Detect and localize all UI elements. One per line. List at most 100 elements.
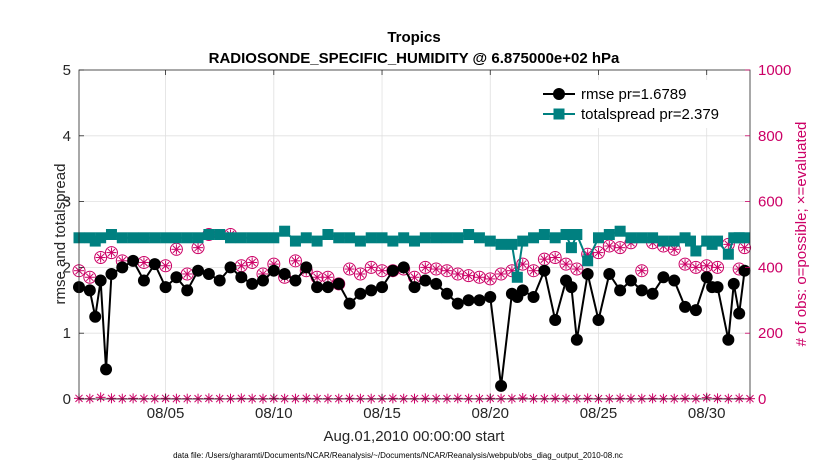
- obs-evaluated-marker: [409, 272, 420, 283]
- rmse-point: [549, 314, 562, 327]
- obs-possible-marker: [288, 254, 302, 268]
- asterisk-stroke: [681, 260, 689, 268]
- totalspread-point: [235, 232, 247, 244]
- asterisk-stroke: [583, 394, 592, 403]
- totalspread-point: [311, 235, 323, 247]
- obs-evaluated-marker: [680, 393, 691, 404]
- totalspread-point: [473, 232, 485, 244]
- totalspread-point: [668, 235, 680, 247]
- asterisk-stroke: [378, 266, 386, 275]
- y-tick-label: 5: [63, 62, 71, 79]
- rmse-point: [127, 254, 140, 267]
- rmse-point: [192, 264, 205, 277]
- rmse-point: [408, 281, 421, 294]
- obs-evaluated-marker: [496, 268, 507, 279]
- totalspread-point: [571, 229, 583, 240]
- y-tick-label: 1: [63, 325, 71, 342]
- totalspread-point: [657, 235, 669, 247]
- rmse-layer: [73, 254, 751, 392]
- asterisk-stroke: [410, 273, 419, 282]
- asterisk-stroke: [421, 394, 430, 403]
- asterisk-stroke: [691, 263, 700, 272]
- x-axis-label: Aug.01,2010 00:00:00 start: [324, 428, 506, 445]
- rmse-point: [300, 261, 313, 274]
- totalspread-point: [365, 232, 377, 244]
- asterisk-stroke: [681, 394, 689, 403]
- rmse-point: [256, 274, 269, 287]
- obs-possible-marker: [613, 241, 627, 255]
- y-right-tick-label: 1000: [758, 62, 791, 79]
- obs-evaluated-marker: [95, 252, 106, 263]
- asterisk-stroke: [648, 394, 657, 403]
- totalspread-point: [739, 232, 751, 244]
- x-tick-label: 08/15: [363, 405, 401, 422]
- obs-evaluated-marker: [463, 270, 474, 281]
- asterisk-stroke: [475, 273, 484, 282]
- legend-totalspread-marker: [553, 108, 565, 120]
- totalspread-point: [160, 232, 172, 244]
- rmse-point: [148, 258, 161, 271]
- asterisk-stroke: [129, 394, 138, 403]
- obs-evaluated-marker: [485, 273, 496, 284]
- totalspread-point: [398, 232, 410, 244]
- rmse-point: [202, 267, 215, 280]
- rmse-point: [397, 261, 410, 274]
- obs-evaluated-marker: [344, 264, 355, 275]
- rmse-point: [321, 281, 334, 294]
- chart-title: Tropics: [387, 29, 440, 46]
- totalspread-point: [430, 232, 442, 244]
- x-tick-label: 08/25: [580, 405, 618, 422]
- axes-frame: [78, 69, 751, 400]
- obs-possible-marker: [548, 251, 562, 265]
- obs-evaluated-marker: [712, 393, 723, 404]
- rmse-point: [700, 271, 713, 284]
- rmse-point: [365, 284, 378, 297]
- rmse-point: [624, 274, 637, 287]
- y-right-tick-label: 600: [758, 194, 783, 211]
- totalspread-point: [528, 232, 540, 244]
- totalspread-point: [452, 232, 464, 244]
- totalspread-point: [506, 238, 518, 250]
- obs-possible-marker: [635, 264, 649, 278]
- asterisk-stroke: [237, 261, 246, 270]
- legend-totalspread-label: totalspread pr=2.379: [581, 106, 719, 123]
- obs-evaluated-marker: [312, 272, 323, 283]
- rmse-point: [440, 287, 453, 300]
- rmse-point: [646, 287, 659, 300]
- asterisk-stroke: [194, 243, 202, 252]
- totalspread-point: [257, 232, 269, 244]
- obs-evaluated-marker: [322, 272, 333, 283]
- obs-evaluated-marker: [539, 254, 550, 265]
- asterisk-stroke: [313, 273, 321, 282]
- y-right-tick-label: 400: [758, 259, 783, 276]
- asterisk-stroke: [562, 260, 570, 268]
- totalspread-point: [647, 232, 659, 244]
- x-tick-label: 08/05: [147, 405, 185, 422]
- rmse-point: [235, 271, 248, 284]
- asterisk-stroke: [204, 394, 213, 403]
- rmse-point: [689, 304, 702, 317]
- asterisk-stroke: [107, 394, 116, 403]
- totalspread-point: [354, 235, 366, 247]
- legend-rmse-marker: [553, 88, 565, 100]
- rmse-point: [668, 274, 681, 287]
- totalspread-layer: [73, 225, 751, 283]
- asterisk-stroke: [388, 394, 397, 403]
- obs-evaluated-marker: [344, 393, 355, 404]
- asterisk-stroke: [486, 275, 495, 283]
- asterisk-stroke: [616, 243, 625, 252]
- y-right-tick-label: 800: [758, 128, 783, 145]
- totalspread-point: [181, 232, 193, 244]
- totalspread-point: [565, 242, 577, 254]
- asterisk-stroke: [713, 263, 722, 272]
- totalspread-point: [192, 232, 204, 244]
- rmse-point: [538, 264, 551, 277]
- rmse-point: [711, 281, 724, 294]
- obs-evaluated-marker: [128, 393, 139, 404]
- rmse-point: [89, 310, 102, 323]
- tick-layer: 08/05 08/10 08/15 08/20 08/25 08/30 0 1 2 3 4 5 0 200…: [63, 62, 792, 422]
- y-tick-label: 2: [63, 259, 71, 276]
- obs-evaluated-marker: [420, 393, 431, 404]
- asterisk-stroke: [518, 394, 527, 402]
- totalspread-point: [625, 232, 637, 244]
